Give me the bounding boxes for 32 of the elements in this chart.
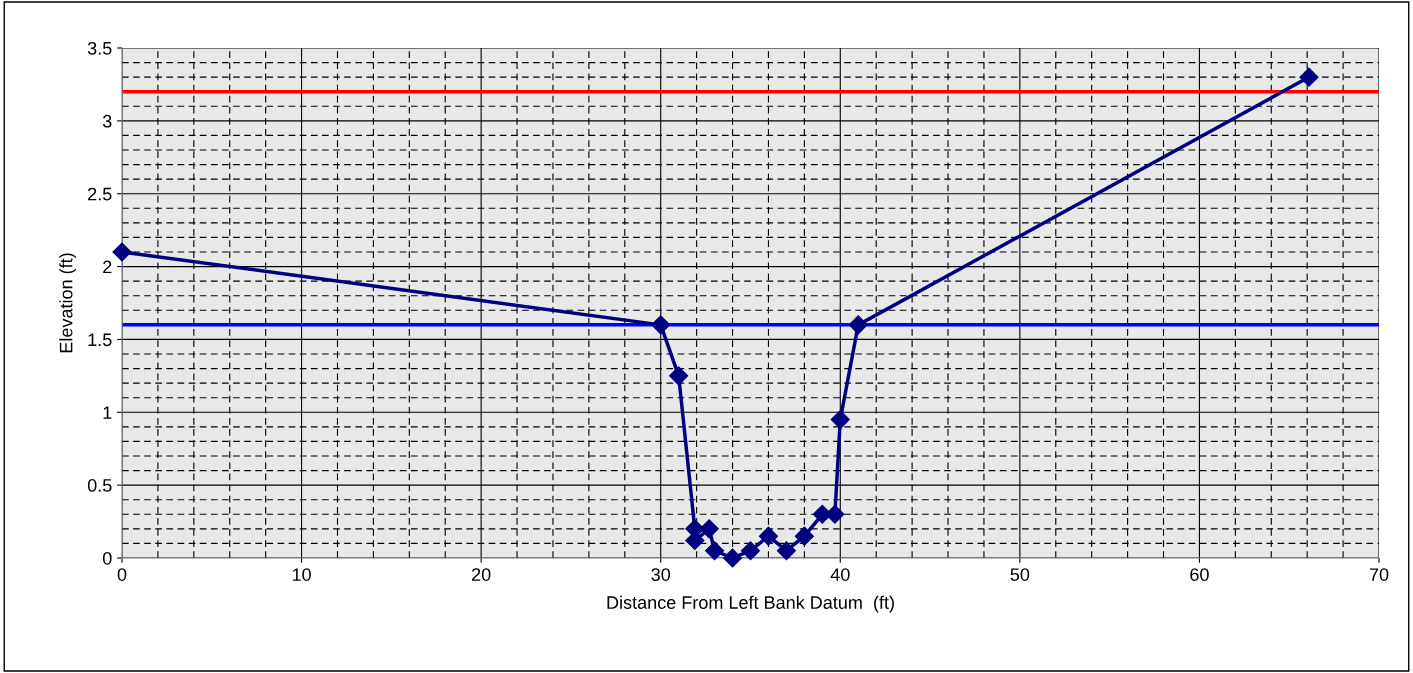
y-tick-label: 1 — [103, 406, 112, 419]
y-tick-label: 0.5 — [87, 479, 112, 492]
y-tick-label: 0 — [102, 551, 112, 565]
point — [112, 242, 132, 262]
point — [669, 366, 689, 386]
y-tick-label: 1.5 — [88, 333, 112, 347]
point — [1299, 67, 1319, 87]
point — [723, 548, 743, 568]
x-tick-label: 20 — [472, 568, 491, 581]
point — [776, 541, 796, 561]
x-tick-label: 40 — [830, 568, 850, 581]
point — [825, 504, 845, 524]
y-axis-title: Elevation (ft) — [59, 253, 77, 353]
point — [848, 315, 868, 335]
y-tick-label: 3.5 — [87, 41, 112, 55]
point — [699, 519, 719, 539]
y-tick-label: 2.5 — [88, 187, 112, 201]
point — [758, 526, 778, 546]
point — [705, 541, 725, 561]
x-tick-label: 0 — [117, 568, 127, 581]
x-tick-label: 50 — [1010, 568, 1030, 581]
point — [651, 315, 671, 335]
x-tick-label: 60 — [1190, 568, 1209, 581]
x-tick-label: 30 — [651, 568, 671, 581]
point — [830, 410, 850, 430]
point — [794, 526, 814, 546]
x-tick-label: 10 — [292, 568, 311, 581]
y-tick-label: 2 — [103, 260, 112, 274]
y-tick-label: 3 — [102, 114, 112, 128]
point — [740, 541, 761, 561]
x-axis-title: Distance From Left Bank Datum (ft) — [607, 595, 894, 613]
x-tick-label: 70 — [1369, 568, 1389, 581]
